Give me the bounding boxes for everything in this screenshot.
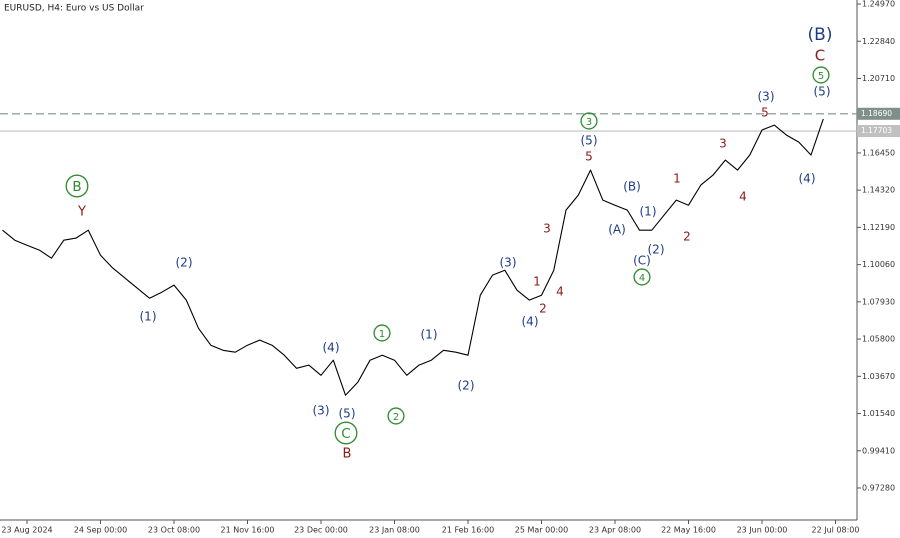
wave-circle [387,407,405,425]
wave-label: 1 [379,329,385,340]
y-tick-label: 0.99410 [862,446,895,455]
wave-label: 1 [533,275,541,289]
wave-label: 2 [539,302,547,316]
wave-circle [334,421,358,445]
price-level-label: 1.17703 [861,126,892,135]
wave-label: C [341,426,350,442]
x-tick-label: 23 Dec 00:00 [294,526,348,535]
wave-label: 2 [393,412,399,423]
x-tick-label: 24 Sep 00:00 [74,526,127,535]
wave-label: (2) [458,379,475,393]
wave-label: Y [77,205,86,220]
y-tick-label: 1.12190 [862,223,895,232]
wave-label: 5 [761,106,769,120]
wave-circle [633,268,651,286]
wave-label: 4 [739,190,747,204]
wave-circle [580,112,598,130]
wave-circle [812,66,830,84]
wave-label: (3) [313,404,330,418]
y-tick-label: 1.24970 [862,0,895,9]
y-tick-label: 1.03670 [862,372,895,381]
x-tick-label: 23 Jan 08:00 [369,526,420,535]
wave-label: (1) [640,205,657,219]
wave-label: (2) [648,243,665,257]
price-line [2,118,824,396]
x-tick-label: 22 May 16:00 [661,526,716,535]
wave-label: (5) [581,134,598,148]
wave-label: 4 [556,285,564,299]
wave-label: (B) [623,180,641,194]
x-tick-label: 23 Aug 2024 [1,526,52,535]
x-tick-label: 22 Jul 08:00 [812,526,860,535]
wave-label: (1) [140,310,157,324]
wave-label: (B) [808,25,833,45]
wave-label: 2 [683,230,691,244]
wave-label: (1) [421,328,438,342]
y-tick-label: 0.97280 [862,484,895,493]
wave-label: 3 [719,137,727,151]
wave-label: (3) [758,90,775,104]
y-tick-label: 1.01540 [862,409,895,418]
y-tick-label: 1.20710 [862,74,895,83]
wave-label: 5 [818,71,824,82]
x-tick-label: 23 Apr 08:00 [589,526,641,535]
y-tick-label: 1.07930 [862,297,895,306]
wave-label: (2) [176,256,193,270]
x-tick-label: 21 Feb 16:00 [442,526,494,535]
x-tick-label: 25 Mar 00:00 [515,526,568,535]
wave-label: (4) [323,341,340,355]
x-tick-label: 23 Oct 08:00 [148,526,200,535]
wave-circle [373,324,391,342]
wave-label: (4) [522,315,539,329]
wave-label: (A) [608,223,626,237]
wave-circle [65,174,89,198]
wave-label: (4) [799,172,816,186]
wave-label: (C) [633,254,651,268]
y-tick-label: 1.14320 [862,186,895,195]
wave-label: 5 [585,150,593,164]
wave-label: B [72,179,81,195]
wave-label: C [815,47,825,65]
wave-label: 3 [586,117,592,128]
x-tick-label: 21 Nov 16:00 [221,526,275,535]
wave-label: B [343,447,352,462]
x-tick-label: 23 Jun 00:00 [737,526,788,535]
price-level-box [857,125,900,138]
wave-label: 3 [543,222,551,236]
wave-label: 4 [639,273,645,284]
y-tick-label: 1.05800 [862,335,895,344]
y-tick-label: 1.10060 [862,260,895,269]
wave-label: (3) [500,256,517,270]
y-tick-label: 1.22840 [862,37,895,46]
wave-label: 1 [673,172,681,186]
wave-label: (5) [814,85,831,99]
chart-title: EURUSD, H4: Euro vs US Dollar [4,4,144,14]
price-level-label: 1.18690 [861,109,892,118]
wave-label: (5) [339,407,356,421]
y-tick-label: 1.16450 [862,148,895,157]
price-level-box [857,107,900,120]
